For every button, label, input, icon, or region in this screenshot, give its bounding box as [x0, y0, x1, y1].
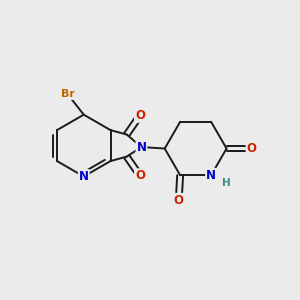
- Text: Br: Br: [61, 89, 74, 99]
- Text: N: N: [136, 141, 146, 154]
- Text: O: O: [135, 169, 145, 182]
- Text: H: H: [222, 178, 231, 188]
- Text: N: N: [206, 169, 216, 182]
- Text: N: N: [79, 170, 89, 183]
- Text: O: O: [135, 109, 145, 122]
- Text: O: O: [174, 194, 184, 207]
- Text: O: O: [247, 142, 256, 155]
